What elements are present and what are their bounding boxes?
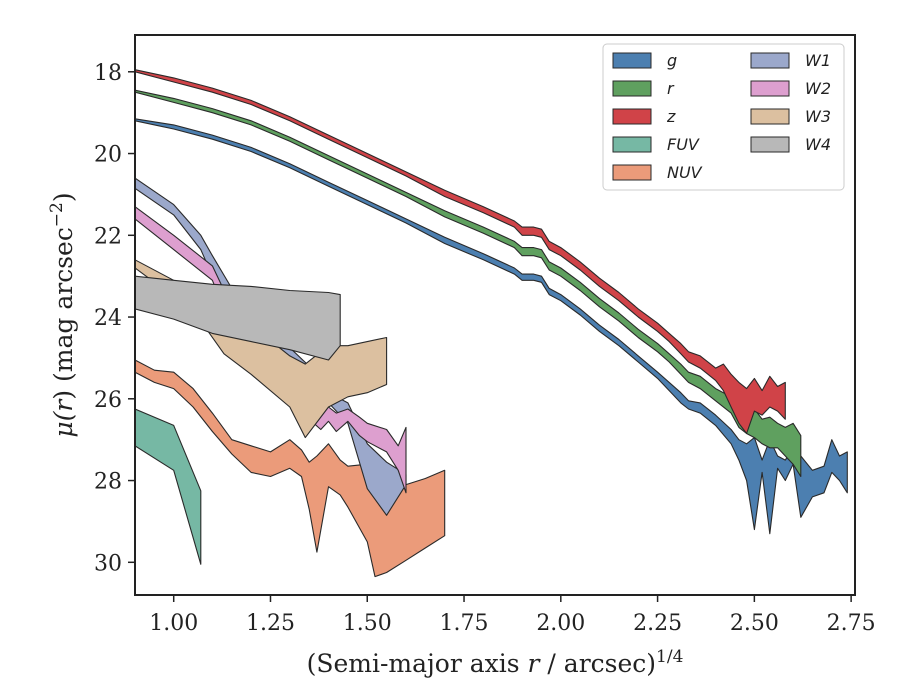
x-tick-label: 2.75 — [827, 611, 876, 636]
legend-label-fuv: FUV — [667, 135, 700, 154]
x-tick-label: 1.50 — [343, 611, 392, 636]
x-tick-label: 2.50 — [730, 611, 779, 636]
series-band-g — [135, 118, 848, 535]
x-tick-label: 1.00 — [149, 611, 198, 636]
series-band-r — [135, 89, 802, 478]
legend-swatch-w2 — [750, 80, 790, 97]
y-tick-label: 24 — [94, 306, 122, 331]
series-band-w4 — [135, 275, 341, 361]
x-tick-label: 1.75 — [440, 611, 489, 636]
legend-label-g: g — [667, 51, 677, 70]
series-layer — [135, 69, 848, 578]
plot-frame — [134, 34, 856, 596]
legend-swatch-w4 — [750, 136, 790, 153]
y-tick-label: 22 — [94, 224, 122, 249]
legend-swatch-nuv — [612, 164, 652, 181]
legend-label-w1: W1 — [805, 51, 831, 70]
legend-swatch-w3 — [750, 108, 790, 125]
series-band-z — [135, 69, 786, 435]
y-axis-label: μ(r) (mag arcsec−2) — [47, 192, 78, 437]
y-tick-label: 26 — [94, 388, 122, 413]
legend-label-w2: W2 — [805, 79, 831, 98]
y-tick-label: 28 — [94, 470, 122, 495]
legend-label-nuv: NUV — [667, 163, 703, 182]
x-tick-label: 2.25 — [633, 611, 682, 636]
y-tick-label: 20 — [94, 143, 122, 168]
x-tick-label: 2.00 — [536, 611, 585, 636]
legend-label-r: r — [667, 79, 675, 98]
legend-label-w4: W4 — [805, 135, 831, 154]
y-tick-label: 30 — [94, 551, 122, 576]
legend-label-z: z — [666, 107, 676, 126]
series-band-nuv — [135, 359, 446, 578]
series-band-fuv — [135, 408, 202, 565]
y-tick-label: 18 — [94, 61, 122, 86]
x-axis-label: (Semi-major axis r / arcsec)1/4 — [307, 647, 684, 678]
ticks-layer: 1.00 1.25 1.50 1.75 2.00 2.25 2.50 2.75 18 20 22 24… — [94, 61, 876, 636]
legend-swatch-z — [612, 108, 652, 125]
legend-swatch-w1 — [750, 52, 790, 69]
legend-swatch-g — [612, 52, 652, 69]
legend-label-w3: W3 — [805, 107, 831, 126]
legend-swatch-r — [612, 80, 652, 97]
x-tick-label: 1.25 — [246, 611, 295, 636]
legend-swatch-fuv — [612, 136, 652, 153]
legend: grz FUV NUV W1 W2 W3 W4 — [602, 43, 845, 191]
